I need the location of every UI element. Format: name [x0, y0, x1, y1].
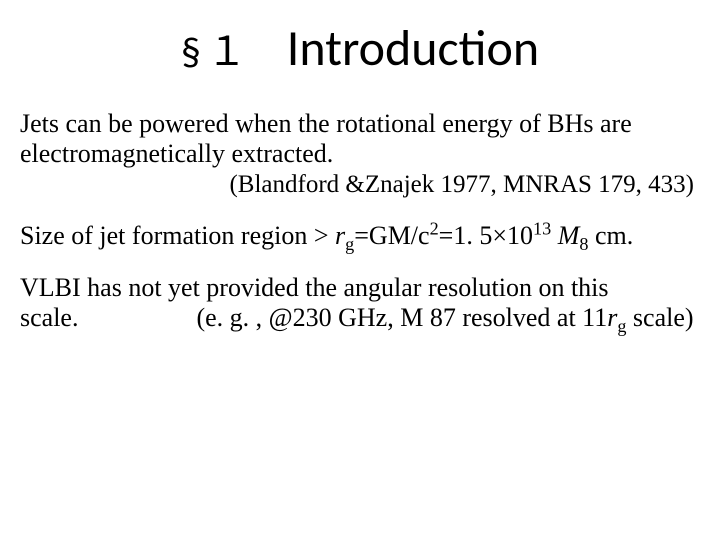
p2-mid: =1. 5×10: [439, 221, 533, 250]
p2-exp: 13: [533, 218, 551, 238]
p2-prefix: Size of jet formation region >: [20, 221, 335, 250]
paragraph-1: Jets can be powered when the rotational …: [20, 109, 700, 169]
slide-root: §１ Introduction Jets can be powered when…: [0, 0, 720, 540]
p2-c-sup: 2: [430, 218, 439, 238]
p2-tail: cm.: [588, 221, 633, 250]
p3-line1: VLBI has not yet provided the angular re…: [20, 273, 609, 302]
paragraph-2: Size of jet formation region > rg=GM/c2=…: [20, 221, 700, 251]
p1-line1: Jets can be powered when the rotational …: [20, 109, 632, 138]
section-marker: §１: [181, 19, 253, 77]
p2-rg-sub: g: [345, 234, 354, 254]
p3-line2b: (e. g. , @230 GHz, M 87 resolved at 11rg…: [196, 303, 693, 332]
p2-rg-var: r: [335, 221, 345, 250]
slide-title: Introduction: [287, 18, 539, 79]
p1-line2: electromagnetically extracted.: [20, 139, 333, 168]
p3-line2a: scale.: [20, 303, 78, 332]
paragraph-3: VLBI has not yet provided the angular re…: [20, 273, 700, 333]
p3-line2b-pre: (e. g. , @230 GHz, M 87 resolved at 11: [196, 303, 607, 332]
slide-title-row: §１ Introduction: [20, 18, 700, 79]
citation-line: (Blandford &Znajek 1977, MNRAS 179, 433): [20, 171, 700, 199]
p3-line2b-tail: scale): [626, 303, 693, 332]
p2-M: M: [558, 221, 580, 250]
p2-eq: =GM/c: [354, 221, 429, 250]
p3-rg-var: r: [607, 303, 617, 332]
